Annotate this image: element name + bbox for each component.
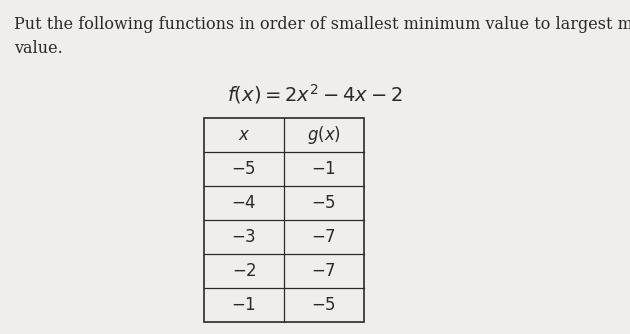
Text: value.: value. xyxy=(14,40,63,57)
Text: $-5$: $-5$ xyxy=(311,297,336,314)
Bar xyxy=(204,118,364,322)
Text: $g(x)$: $g(x)$ xyxy=(307,124,341,146)
Text: $-7$: $-7$ xyxy=(311,228,336,245)
Text: $-5$: $-5$ xyxy=(311,194,336,211)
Text: Put the following functions in order of smallest minimum value to largest minimu: Put the following functions in order of … xyxy=(14,16,630,33)
Text: $-4$: $-4$ xyxy=(231,194,257,211)
Text: $-7$: $-7$ xyxy=(311,263,336,280)
Text: $-1$: $-1$ xyxy=(231,297,256,314)
Text: $-1$: $-1$ xyxy=(311,161,336,177)
Text: $-3$: $-3$ xyxy=(231,228,256,245)
Text: $f(x) = 2x^2 - 4x - 2$: $f(x) = 2x^2 - 4x - 2$ xyxy=(227,82,403,106)
Text: $-5$: $-5$ xyxy=(231,161,256,177)
Text: $-2$: $-2$ xyxy=(232,263,256,280)
Text: $x$: $x$ xyxy=(238,127,250,144)
